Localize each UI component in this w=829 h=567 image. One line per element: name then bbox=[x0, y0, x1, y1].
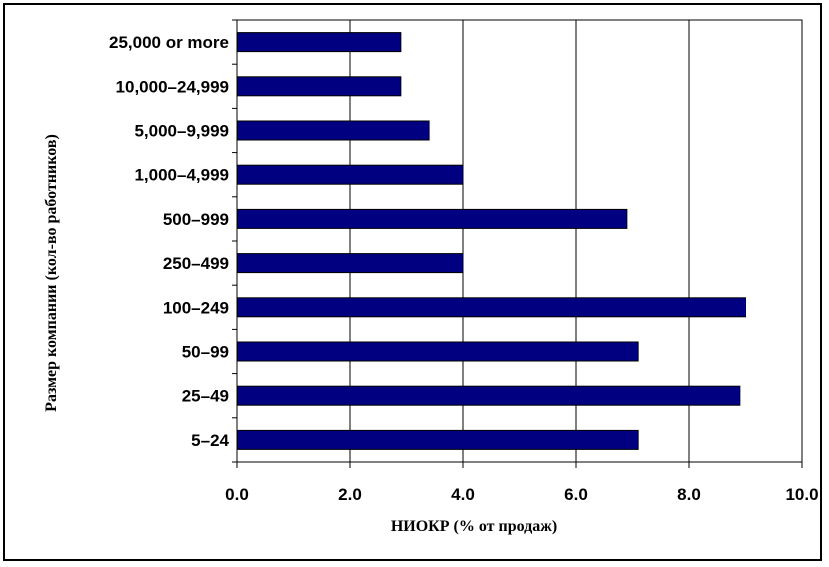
y-axis-title: Размер компании (кол-во работников) bbox=[43, 134, 60, 412]
category-label: 25,000 or more bbox=[109, 33, 229, 52]
x-tick-labels: 0.0 2.0 4.0 6.0 8.0 10.0 bbox=[225, 485, 818, 504]
x-tick-label: 4.0 bbox=[451, 485, 475, 504]
x-tick-label: 2.0 bbox=[338, 485, 362, 504]
chart-frame: 5–24 25–49 50–99 100–249 250–499 500–999 1,000… bbox=[3, 3, 822, 561]
category-label: 25–49 bbox=[182, 387, 229, 406]
category-label: 100–249 bbox=[163, 298, 229, 317]
bar bbox=[236, 429, 639, 450]
x-tick-label: 10.0 bbox=[785, 485, 818, 504]
bar bbox=[236, 32, 402, 53]
bar bbox=[236, 297, 746, 318]
x-tick-label: 6.0 bbox=[564, 485, 588, 504]
bar bbox=[236, 76, 402, 97]
bars bbox=[236, 32, 746, 450]
category-label: 10,000–24,999 bbox=[116, 77, 229, 96]
category-label: 250–499 bbox=[163, 254, 229, 273]
bar bbox=[236, 341, 639, 362]
bar bbox=[236, 208, 628, 229]
bar bbox=[236, 253, 464, 274]
category-label: 500–999 bbox=[163, 210, 229, 229]
category-label: 5–24 bbox=[191, 431, 229, 450]
bar bbox=[236, 385, 741, 406]
category-label: 50–99 bbox=[182, 343, 229, 362]
category-label: 1,000–4,999 bbox=[134, 166, 229, 185]
axes bbox=[232, 19, 803, 468]
category-labels: 5–24 25–49 50–99 100–249 250–499 500–999 1,000… bbox=[109, 33, 230, 450]
bar-chart: 5–24 25–49 50–99 100–249 250–499 500–999 1,000… bbox=[43, 19, 819, 535]
bar bbox=[236, 164, 464, 185]
category-label: 5,000–9,999 bbox=[134, 122, 229, 141]
x-tick-label: 0.0 bbox=[225, 485, 249, 504]
bar bbox=[236, 120, 430, 141]
x-tick-label: 8.0 bbox=[677, 485, 701, 504]
x-axis-title: НИОКР (% от продаж) bbox=[391, 518, 557, 535]
